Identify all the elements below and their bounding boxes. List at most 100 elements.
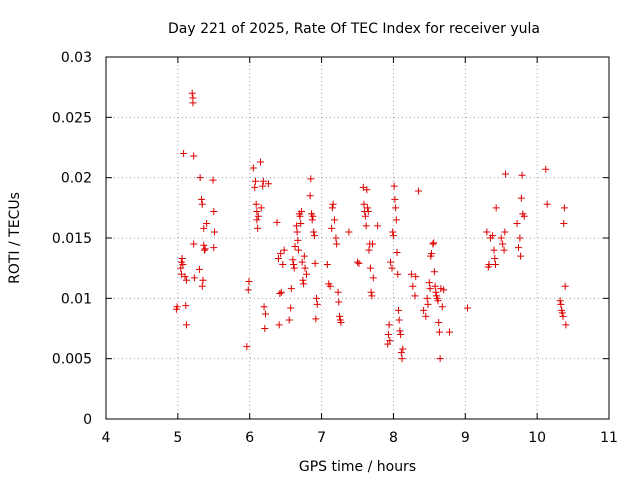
data-point bbox=[428, 250, 436, 258]
data-point bbox=[423, 294, 431, 302]
data-point bbox=[560, 204, 568, 212]
y-tick-label: 0.015 bbox=[52, 231, 92, 247]
y-tick-label: 0.02 bbox=[61, 171, 92, 187]
data-point bbox=[517, 194, 525, 202]
data-point bbox=[328, 224, 336, 232]
data-point bbox=[365, 246, 373, 254]
data-point bbox=[201, 245, 209, 253]
data-point bbox=[308, 216, 316, 224]
data-point bbox=[189, 94, 197, 102]
data-point bbox=[293, 228, 301, 236]
data-point bbox=[196, 174, 204, 182]
data-point bbox=[391, 195, 399, 203]
data-point bbox=[394, 270, 402, 278]
data-point bbox=[561, 282, 569, 290]
data-point bbox=[362, 222, 370, 230]
data-point bbox=[199, 276, 207, 284]
x-tick-label: 10 bbox=[528, 430, 546, 446]
data-point bbox=[306, 192, 314, 200]
data-point bbox=[397, 331, 405, 339]
data-point bbox=[436, 355, 444, 363]
data-point bbox=[485, 261, 493, 269]
data-point bbox=[296, 212, 304, 220]
data-point bbox=[355, 259, 363, 267]
data-point bbox=[430, 268, 438, 276]
data-point bbox=[333, 240, 341, 248]
data-point bbox=[300, 252, 308, 260]
data-point bbox=[560, 220, 568, 228]
data-point bbox=[360, 200, 368, 208]
data-points bbox=[172, 89, 570, 363]
data-point bbox=[398, 355, 406, 363]
y-tick-label: 0.01 bbox=[61, 291, 92, 307]
data-point bbox=[396, 327, 404, 335]
data-point bbox=[253, 216, 261, 224]
x-tick-label: 6 bbox=[245, 430, 254, 446]
data-point bbox=[491, 261, 499, 269]
data-point bbox=[384, 340, 392, 348]
x-tick-label: 4 bbox=[102, 430, 111, 446]
data-point bbox=[387, 258, 395, 266]
data-point bbox=[332, 234, 340, 242]
data-point bbox=[517, 252, 525, 260]
data-point bbox=[179, 261, 187, 269]
data-point bbox=[392, 216, 400, 224]
data-point bbox=[323, 261, 331, 269]
data-point bbox=[394, 306, 402, 314]
data-point bbox=[501, 228, 509, 236]
data-point bbox=[492, 204, 500, 212]
data-point bbox=[254, 224, 262, 232]
data-point bbox=[399, 345, 407, 353]
data-point bbox=[294, 236, 302, 244]
data-point bbox=[198, 200, 206, 208]
data-point bbox=[254, 212, 262, 220]
data-point bbox=[177, 264, 185, 272]
data-point bbox=[345, 228, 353, 236]
x-tick-label: 9 bbox=[461, 430, 470, 446]
data-point bbox=[182, 302, 190, 310]
data-point bbox=[298, 258, 306, 266]
data-point bbox=[329, 200, 337, 208]
data-point bbox=[178, 255, 186, 263]
x-axis-label: GPS time / hours bbox=[299, 459, 416, 475]
data-point bbox=[388, 264, 396, 272]
data-point bbox=[291, 242, 299, 250]
y-axis-label: ROTI / TECUs bbox=[7, 192, 23, 284]
data-point bbox=[280, 246, 288, 254]
data-point bbox=[435, 318, 443, 326]
data-point bbox=[257, 204, 265, 212]
data-point bbox=[181, 273, 189, 281]
data-point bbox=[287, 304, 295, 312]
data-point bbox=[285, 316, 293, 324]
data-point bbox=[438, 303, 446, 311]
data-point bbox=[361, 212, 369, 220]
data-point bbox=[364, 207, 372, 215]
data-point bbox=[420, 306, 428, 314]
data-point bbox=[411, 292, 419, 300]
data-point bbox=[290, 264, 298, 272]
data-point bbox=[209, 176, 217, 184]
data-point bbox=[297, 207, 305, 215]
data-point bbox=[326, 282, 334, 290]
data-point bbox=[261, 325, 269, 332]
data-point bbox=[502, 170, 510, 178]
data-point bbox=[412, 273, 420, 281]
data-point bbox=[367, 288, 375, 296]
data-point bbox=[437, 285, 445, 293]
data-point bbox=[292, 222, 300, 230]
data-point bbox=[407, 270, 415, 278]
data-point bbox=[374, 222, 382, 230]
data-point bbox=[295, 246, 303, 254]
data-point bbox=[369, 274, 377, 282]
data-point bbox=[384, 331, 392, 339]
y-tick-label: 0.025 bbox=[52, 110, 92, 126]
data-point bbox=[182, 276, 190, 284]
data-point bbox=[188, 89, 196, 97]
plot-frame bbox=[105, 56, 610, 420]
data-point bbox=[422, 312, 430, 320]
data-point bbox=[260, 303, 268, 311]
data-point bbox=[200, 246, 208, 254]
data-point bbox=[310, 232, 318, 240]
data-point bbox=[389, 232, 397, 240]
data-point bbox=[312, 315, 320, 323]
